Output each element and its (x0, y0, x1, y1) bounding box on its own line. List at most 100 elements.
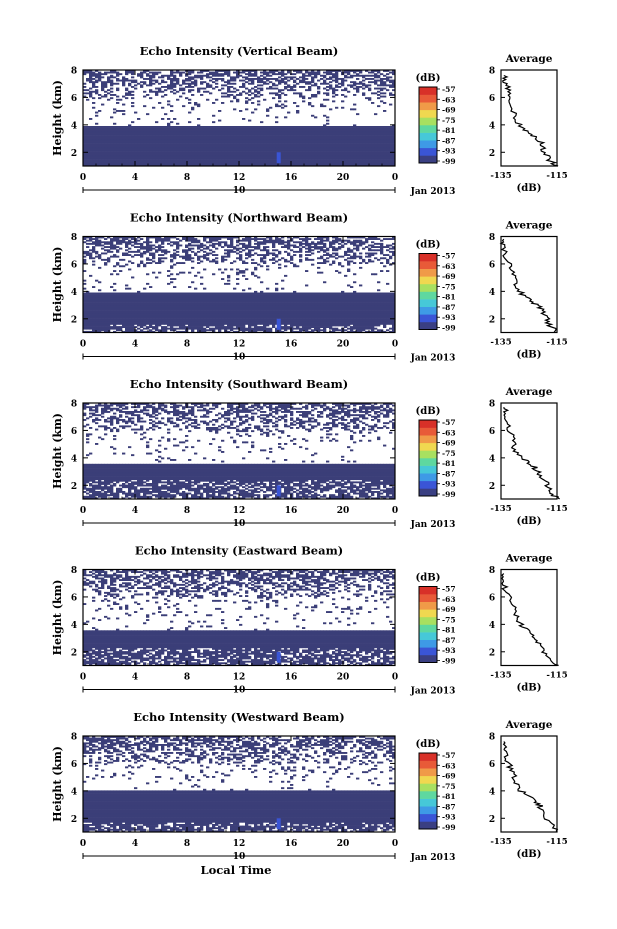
heatmap-cell (383, 146, 387, 149)
heatmap-cell (218, 143, 222, 146)
heatmap-cell (344, 130, 348, 133)
heatmap-cell (170, 164, 174, 167)
heatmap-cell (362, 314, 366, 317)
heatmap-cell (179, 95, 183, 98)
heatmap-cell (374, 113, 378, 116)
heatmap-cell (353, 70, 357, 72)
heatmap-cell (245, 162, 249, 165)
heatmap-cell (353, 159, 357, 162)
heatmap-cell (194, 142, 198, 144)
heatmap-cell (83, 70, 87, 72)
heatmap-cell (365, 321, 369, 324)
heatmap-cell (107, 140, 111, 143)
heatmap-cell (227, 81, 231, 84)
heatmap-cell (203, 90, 207, 93)
heatmap-cell (308, 153, 312, 156)
heatmap-cell (365, 150, 369, 152)
heatmap-cell (95, 310, 99, 312)
heatmap-cell (305, 130, 309, 133)
heatmap-cell (314, 95, 318, 98)
heatmap-cell (320, 154, 324, 157)
heatmap-cell (89, 148, 93, 151)
heatmap-cell (230, 76, 234, 79)
heatmap-cell (275, 330, 279, 333)
heatmap-cell (113, 71, 117, 74)
heatmap-cell (353, 164, 357, 167)
heatmap-cell (326, 116, 330, 119)
heatmap-cell (104, 148, 108, 151)
heatmap-cell (269, 153, 273, 156)
heatmap-cell (386, 313, 390, 316)
heatmap-cell (203, 316, 207, 319)
heatmap-cell (197, 319, 201, 322)
heatmap-cell (347, 156, 351, 159)
heatmap-cell (344, 74, 348, 77)
heatmap-cell (224, 145, 228, 148)
heatmap-cell (380, 137, 384, 140)
heatmap-cell (230, 156, 234, 159)
heatmap-cell (284, 138, 288, 141)
heatmap-cell (164, 316, 168, 319)
heatmap-cell (344, 164, 348, 167)
heatmap-cell (389, 313, 393, 316)
heatmap-cell (377, 313, 381, 316)
heatmap-cell (212, 71, 216, 74)
heatmap-cell (299, 142, 303, 144)
heatmap-cell (254, 70, 258, 72)
heatmap-cell (137, 153, 141, 156)
heatmap-cell (188, 159, 192, 162)
heatmap-cell (341, 100, 345, 103)
heatmap-cell (140, 132, 144, 135)
heatmap-cell (185, 150, 189, 152)
heatmap-cell (347, 148, 351, 151)
heatmap-cell (275, 103, 279, 106)
heatmap-cell (311, 127, 315, 130)
heatmap-cell (341, 145, 345, 148)
heatmap-cell (104, 324, 108, 327)
heatmap-cell (389, 310, 393, 312)
heatmap-cell (179, 310, 183, 312)
heatmap-cell (131, 314, 135, 317)
heatmap-cell (374, 148, 378, 151)
heatmap-cell (314, 313, 318, 316)
heatmap-cell (299, 313, 303, 316)
heatmap-cell (173, 84, 177, 87)
heatmap-cell (266, 318, 270, 320)
heatmap-cell (320, 129, 324, 132)
heatmap-cell (143, 313, 147, 316)
heatmap-cell (272, 134, 276, 136)
heatmap-cell (134, 142, 138, 144)
heatmap-cell (332, 311, 336, 314)
heatmap-cell (350, 321, 354, 324)
heatmap-cell (86, 330, 90, 333)
heatmap-cell (290, 145, 294, 148)
heatmap-cell (146, 151, 150, 154)
heatmap-cell (368, 321, 372, 324)
heatmap-cell (98, 145, 102, 148)
heatmap-cell (335, 327, 339, 330)
heatmap-cell (146, 161, 150, 164)
heatmap-cell (329, 321, 333, 324)
heatmap-cell (161, 151, 165, 154)
heatmap-cell (296, 78, 300, 80)
heatmap-cell (356, 162, 360, 165)
heatmap-cell (170, 316, 174, 319)
heatmap-cell (152, 90, 156, 93)
heatmap-cell (374, 150, 378, 152)
heatmap-cell (209, 135, 213, 138)
heatmap-cell (293, 129, 297, 132)
heatmap-cell (155, 310, 159, 312)
heatmap-cell (83, 162, 87, 165)
heatmap-cell (359, 162, 363, 165)
heatmap-cell (161, 132, 165, 135)
heatmap-cell (155, 151, 159, 154)
heatmap-cell (236, 327, 240, 330)
heatmap-cell (392, 159, 396, 162)
heatmap-cell (152, 76, 156, 79)
heatmap-cell (386, 156, 390, 159)
heatmap-cell (260, 329, 264, 332)
heatmap-cell (314, 154, 318, 157)
heatmap-cell (161, 164, 165, 167)
heatmap-cell (224, 95, 228, 98)
heatmap-cell (149, 153, 153, 156)
